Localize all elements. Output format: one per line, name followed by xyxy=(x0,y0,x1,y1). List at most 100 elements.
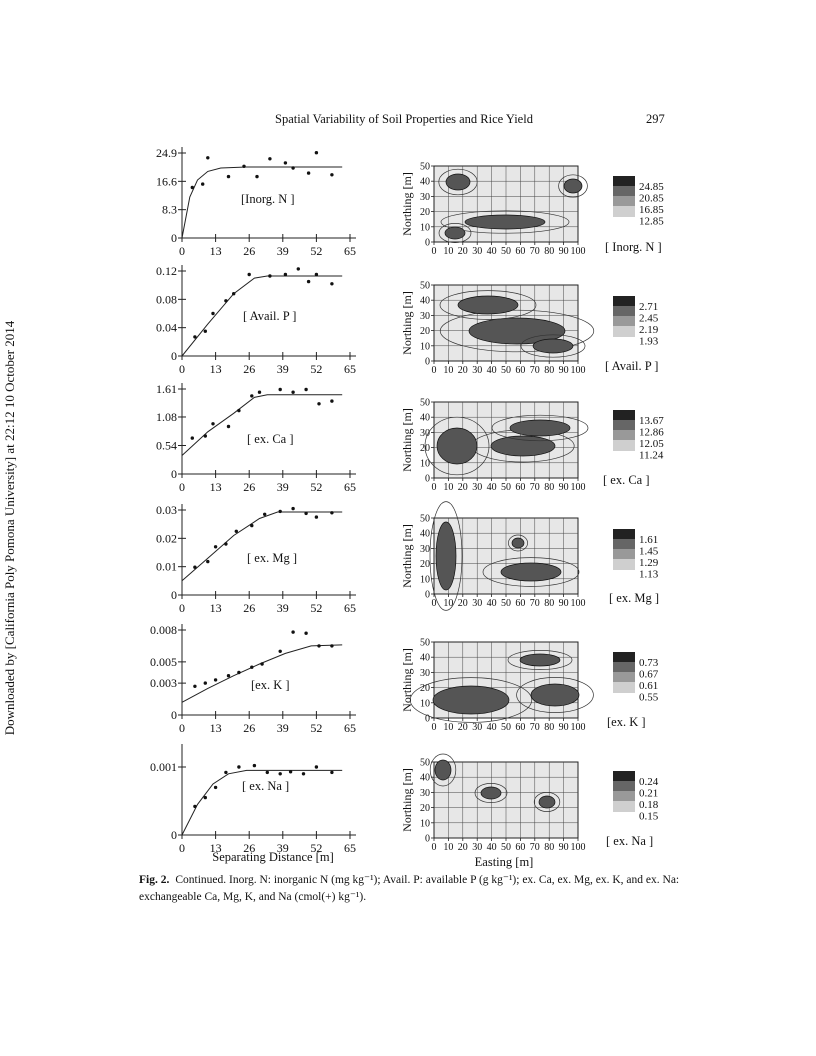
fitted-curve xyxy=(181,644,343,703)
map-label: [ Avail. P ] xyxy=(605,359,658,373)
data-point xyxy=(211,422,215,426)
map-x-tick-label: 80 xyxy=(544,365,554,376)
variogram-panel-1: 0 13 26 39 52 65 0 8.3 16.6 24.9 [Inorg. N ] xyxy=(156,146,356,258)
variogram-panel-6: 0 13 26 39 52 65 0 0.001 [ ex. Na ] xyxy=(150,744,356,855)
contour-line xyxy=(438,168,478,196)
legend-value: 1.93 xyxy=(639,336,659,348)
map-x-tick-label: 20 xyxy=(458,246,468,257)
map-panel-3: 0 10 20 30 40 50 60 70 80 90 100 0 10 20 30 40 50 Northin… xyxy=(400,398,664,494)
map-y-tick-label: 40 xyxy=(420,177,430,188)
fitted-curve xyxy=(181,275,343,357)
y-tick-label: 0.04 xyxy=(156,321,177,335)
map-x-tick-label: 40 xyxy=(487,722,497,733)
data-point xyxy=(330,644,334,648)
map-x-tick-label: 0 xyxy=(432,482,437,493)
data-point xyxy=(211,311,215,316)
map-x-tick-label: 50 xyxy=(501,365,511,376)
map-y-axis-title: Northing [m] xyxy=(400,648,414,712)
legend-value: 1.45 xyxy=(639,546,659,558)
contour-line xyxy=(520,334,586,358)
map-x-tick-label: 70 xyxy=(530,842,540,853)
map-x-tick-label: 100 xyxy=(571,365,586,376)
data-point xyxy=(193,565,197,569)
data-point xyxy=(283,272,288,277)
legend-value: 11.24 xyxy=(639,450,664,462)
figure-caption: Fig. 2. Continued. Inorg. N: inorganic N … xyxy=(139,872,684,905)
contour-high-zone xyxy=(464,214,546,230)
contour-line xyxy=(482,557,580,587)
data-point xyxy=(291,506,295,511)
data-point xyxy=(283,161,288,165)
legend-swatch xyxy=(613,771,635,782)
map-x-tick-label: 80 xyxy=(544,722,554,733)
data-point xyxy=(226,424,231,429)
data-point xyxy=(317,402,321,406)
map-panel-4: 0 10 20 30 40 50 60 70 80 90 100 0 10 20 30 40 50 Northin… xyxy=(400,501,659,611)
data-point xyxy=(250,523,254,528)
x-tick-label: 13 xyxy=(210,480,222,494)
data-point xyxy=(237,670,241,675)
x-tick-label: 0 xyxy=(179,601,185,615)
legend-swatch xyxy=(613,196,635,207)
variogram-panel-3: 0 13 26 39 52 65 0 0.54 1.08 1.61 [ ex. Ca ] xyxy=(156,382,356,494)
map-x-tick-label: 10 xyxy=(443,722,453,733)
data-point xyxy=(252,763,257,768)
contour-high-zone xyxy=(519,653,561,667)
data-point xyxy=(232,292,236,296)
y-tick-label: 0 xyxy=(171,467,177,481)
variogram-panel-4: 0 13 26 39 52 65 0 0.01 0.02 0.03 [ ex. Mg ] xyxy=(156,503,356,615)
y-tick-label: 0 xyxy=(171,828,177,842)
x-tick-label: 52 xyxy=(310,362,322,376)
y-tick-label: 0 xyxy=(171,588,177,602)
map-x-tick-label: 50 xyxy=(501,842,511,853)
map-x-tick-label: 60 xyxy=(515,842,525,853)
x-tick-label: 52 xyxy=(310,244,322,258)
map-x-tick-label: 100 xyxy=(571,722,586,733)
legend-value: 16.85 xyxy=(639,204,664,216)
y-tick-label: 0.02 xyxy=(156,531,177,545)
map-x-tick-label: 0 xyxy=(432,365,437,376)
map-x-tick-label: 30 xyxy=(472,722,482,733)
x-tick-label: 65 xyxy=(344,841,356,855)
map-y-tick-label: 40 xyxy=(420,653,430,664)
contour-high-zone xyxy=(500,562,562,582)
map-x-tick-label: 10 xyxy=(443,482,453,493)
map-x-tick-label: 70 xyxy=(530,722,540,733)
map-x-tick-label: 70 xyxy=(530,246,540,257)
data-point xyxy=(226,174,231,179)
page-number: 297 xyxy=(646,112,665,126)
variogram-label: [ ex. Mg ] xyxy=(247,551,297,565)
legend-value: 0.61 xyxy=(639,680,658,692)
data-point xyxy=(278,509,282,514)
legend-swatch xyxy=(613,682,635,693)
x-tick-label: 13 xyxy=(210,244,222,258)
map-x-tick-label: 40 xyxy=(487,482,497,493)
legend-swatch xyxy=(613,539,635,550)
y-tick-label: 0 xyxy=(171,231,177,245)
x-tick-label: 65 xyxy=(344,362,356,376)
variogram-panel-2: 0 13 26 39 52 65 0 0.04 0.08 0.12 [ Avail. P ] xyxy=(156,264,356,376)
legend-swatch xyxy=(613,206,635,217)
legend-swatch xyxy=(613,781,635,792)
contour-high-zone xyxy=(445,173,471,191)
x-tick-label: 39 xyxy=(277,841,289,855)
map-x-tick-label: 40 xyxy=(487,365,497,376)
y-tick-label: 1.61 xyxy=(156,382,177,396)
map-y-tick-label: 30 xyxy=(420,668,430,679)
data-point xyxy=(206,559,210,564)
data-point xyxy=(203,434,207,438)
map-x-tick-label: 30 xyxy=(472,482,482,493)
legend-value: 20.85 xyxy=(639,193,664,205)
map-x-tick-label: 20 xyxy=(458,365,468,376)
contour-high-zone xyxy=(468,317,566,345)
map-y-tick-label: 10 xyxy=(420,698,430,709)
data-point xyxy=(268,274,272,278)
data-point xyxy=(306,171,311,175)
map-y-axis-title: Northing [m] xyxy=(400,172,414,236)
legend-value: 0.15 xyxy=(639,811,659,823)
legend-value: 0.73 xyxy=(639,657,659,669)
data-point xyxy=(291,390,295,394)
y-tick-label: 0 xyxy=(171,708,177,722)
legend-value: 0.24 xyxy=(639,776,659,788)
map-y-tick-label: 0 xyxy=(425,357,430,368)
